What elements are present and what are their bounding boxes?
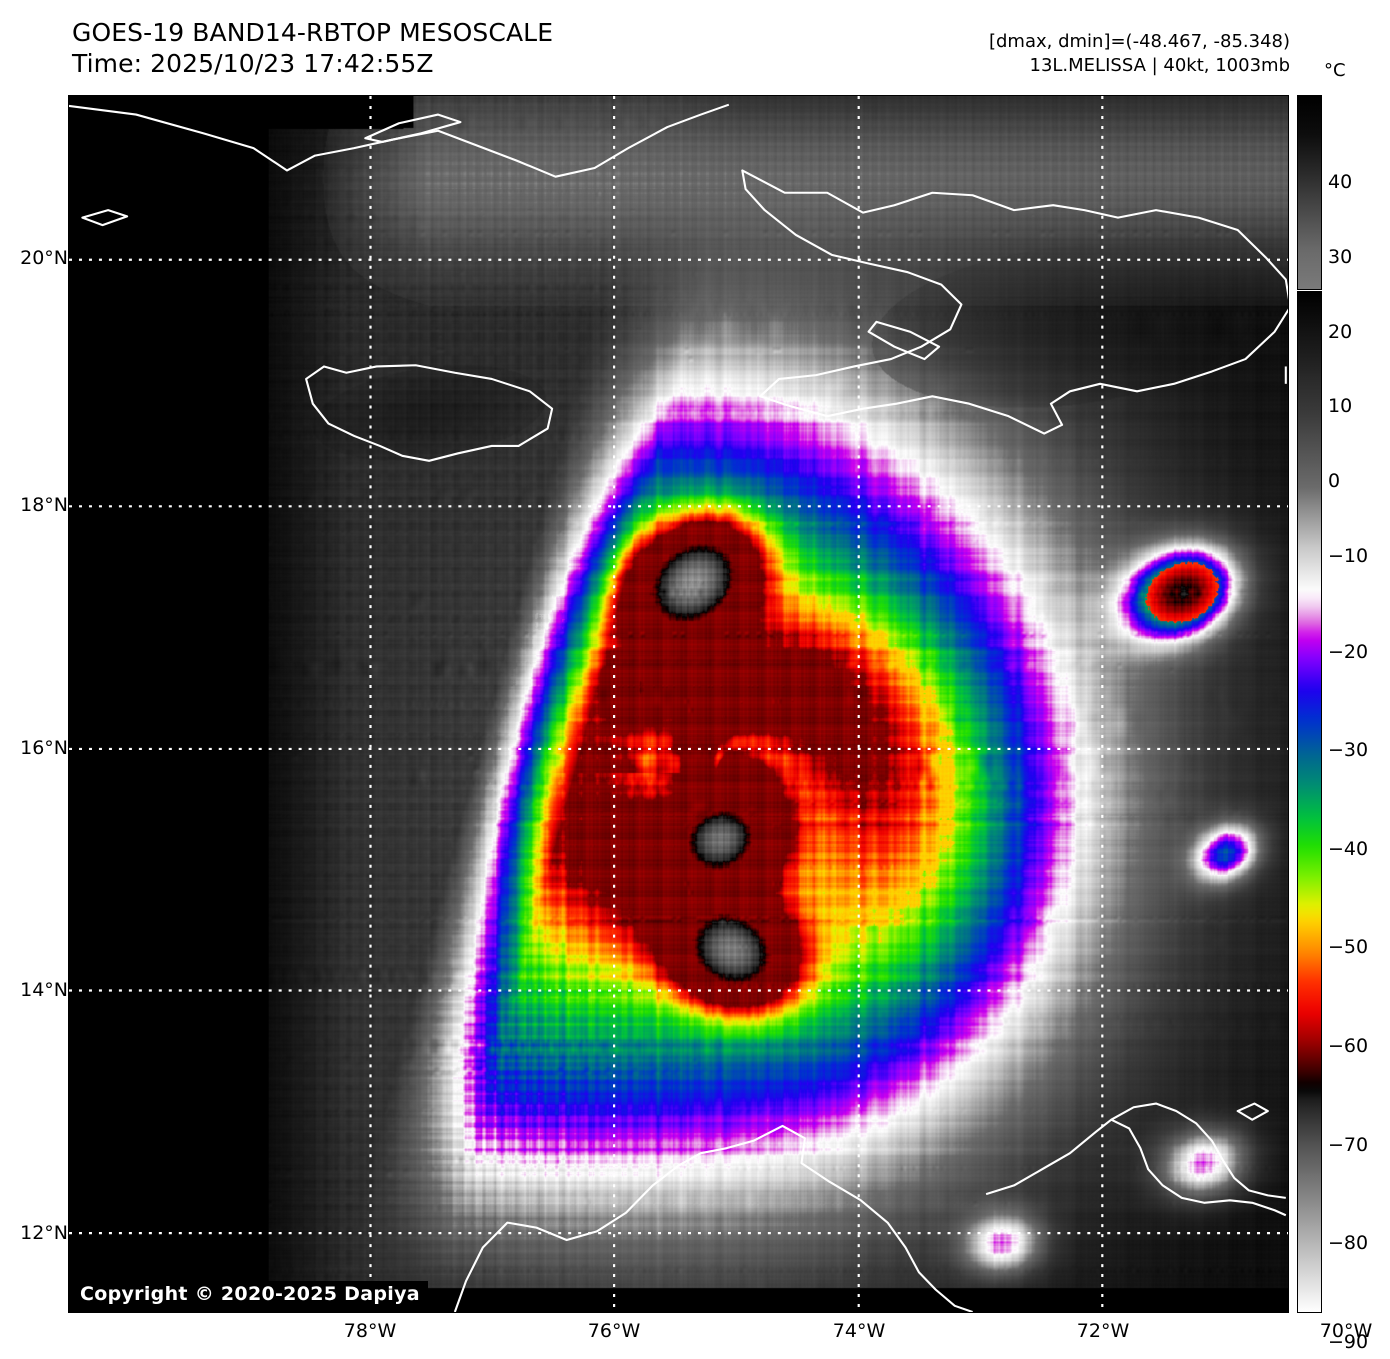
colorbar-tick-label-9: −50 bbox=[1328, 936, 1369, 958]
colorbar[interactable] bbox=[1297, 95, 1322, 1313]
lat-tick-label-0: 20°N bbox=[20, 247, 68, 269]
colorbar-tick-label-1: 30 bbox=[1328, 246, 1353, 268]
graticule-grid-overlay bbox=[69, 96, 1288, 1312]
satellite-imagery-canvas bbox=[69, 96, 1288, 1312]
satellite-map-plot[interactable] bbox=[68, 95, 1289, 1313]
colorbar-tick-label-2: 20 bbox=[1328, 321, 1353, 343]
coastline-gonave bbox=[867, 320, 941, 361]
colorbar-tick-label-12: −80 bbox=[1328, 1232, 1369, 1254]
coastline-venezuela bbox=[985, 1118, 1287, 1217]
coastline-cayman bbox=[81, 209, 129, 227]
storm-info-text: 13L.MELISSA | 40kt, 1003mb bbox=[1029, 55, 1291, 77]
colorbar-tick-label-3: 10 bbox=[1328, 395, 1353, 417]
lat-tick-label-2: 16°N bbox=[20, 737, 68, 759]
timestamp-line: Time: 2025/10/23 17:42:55Z bbox=[72, 48, 434, 78]
coastline-paraguana bbox=[1110, 1102, 1286, 1199]
colorbar-tick-label-6: −20 bbox=[1328, 641, 1369, 663]
metadata-block: [dmax, dmin]=(-48.467, -85.348) 13L.MELI… bbox=[989, 30, 1290, 79]
lon-tick-label-2: 74°W bbox=[832, 1320, 886, 1342]
colorbar-tick-label-10: −60 bbox=[1328, 1035, 1369, 1057]
lon-tick-label-3: 72°W bbox=[1076, 1320, 1130, 1342]
lat-tick-label-1: 18°N bbox=[20, 494, 68, 516]
colorbar-upper-segment bbox=[1297, 95, 1322, 290]
coastline-colombia bbox=[453, 1124, 973, 1312]
coastline-jamaica bbox=[305, 364, 554, 462]
data-range-text: [dmax, dmin]=(-48.467, -85.348) bbox=[988, 31, 1290, 52]
coastline-aruba bbox=[1236, 1102, 1269, 1121]
colorbar-tick-label-13: −90 bbox=[1328, 1331, 1369, 1353]
coastline-cuba bbox=[69, 103, 730, 178]
lon-tick-label-1: 76°W bbox=[587, 1320, 641, 1342]
colorbar-tick-label-4: 0 bbox=[1328, 470, 1341, 492]
colorbar-tick-label-0: 40 bbox=[1328, 171, 1353, 193]
colorbar-tick-label-5: −10 bbox=[1328, 545, 1369, 567]
lat-tick-label-3: 14°N bbox=[20, 979, 68, 1001]
lon-tick-label-4: 70°W bbox=[1319, 1320, 1373, 1342]
colorbar-units-label: °C bbox=[1324, 60, 1346, 81]
coastline-overlay bbox=[69, 103, 1288, 1312]
lat-tick-label-4: 12°N bbox=[20, 1222, 68, 1244]
lon-tick-label-0: 78°W bbox=[343, 1320, 397, 1342]
title-block: GOES-19 BAND14-RBTOP MESOSCALE Time: 202… bbox=[72, 18, 553, 79]
copyright-notice: Copyright © 2020-2025 Dapiya bbox=[78, 1281, 428, 1308]
colorbar-lower-segment bbox=[1297, 291, 1322, 1313]
coastline-hispaniola bbox=[741, 169, 1288, 435]
colorbar-tick-label-8: −40 bbox=[1328, 838, 1369, 860]
colorbar-tick-label-7: −30 bbox=[1328, 739, 1369, 761]
colorbar-tick-label-11: −70 bbox=[1328, 1134, 1369, 1156]
page-title: GOES-19 BAND14-RBTOP MESOSCALE bbox=[72, 18, 554, 47]
coastline-cuba-cay bbox=[364, 113, 462, 143]
